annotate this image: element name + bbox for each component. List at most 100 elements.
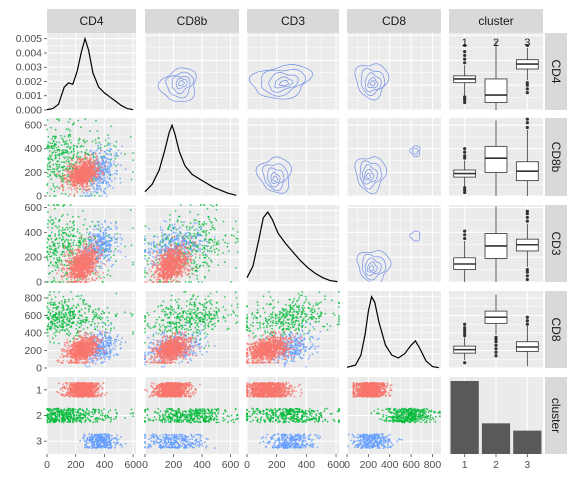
scatter-point [84,154,86,157]
scatter-point [64,174,67,177]
scatter-point [184,249,186,252]
scatter-point [170,229,173,232]
scatter-point [82,145,85,148]
scatter-point [89,225,91,228]
scatter-point [58,149,61,152]
scatter-point [169,218,171,221]
scatter-point [47,234,50,237]
scatter-point [97,144,99,147]
scatter-point [165,220,168,223]
scatter-point [104,233,107,235]
scatter-point [74,169,76,172]
scatter-point [60,137,63,140]
scatter-point [60,269,63,272]
scatter-point [209,204,212,206]
scatter-point [49,234,52,237]
scatter-point [100,195,103,197]
scatter-point [65,140,68,142]
scatter-point [90,236,92,239]
scatter-point [110,222,112,224]
scatter-point [75,156,78,159]
scatter-point [79,249,82,252]
scatter-point [177,240,180,242]
scatter-point [61,253,63,256]
scatter-point [47,147,49,150]
scatter-point [72,257,75,260]
scatter-point [69,235,71,237]
scatter-point [115,238,118,241]
scatter-point [148,268,151,271]
scatter-point [150,242,153,244]
density-line-CD4 [46,36,134,111]
scatter-point [64,272,67,275]
scatter-point [155,262,158,264]
scatter-point [74,173,76,176]
scatter-point [110,153,112,155]
scatter-point [63,169,66,172]
scatter-point [82,278,85,281]
scatter-point [79,246,81,249]
scatter-point [62,205,64,208]
panel-CD4-CD3 [246,33,339,111]
scatter-point [50,248,53,250]
scatter-point [49,195,51,197]
scatter-point [206,262,208,265]
scatter-point [77,247,80,249]
scatter-point [72,264,75,267]
scatter-point [54,143,56,145]
scatter-point [94,273,97,276]
scatter-point [185,252,188,254]
scatter-point [63,165,66,168]
scatter-point [99,146,102,149]
scatter-point [72,148,75,151]
scatter-point [55,281,57,283]
scatter-point [183,251,186,253]
scatter-point [98,275,101,278]
scatter-point [86,157,89,160]
scatter-point [82,261,85,264]
scatter-point [90,246,93,249]
scatter-point [98,176,101,178]
scatter-point [115,152,118,155]
scatter-point [54,155,57,158]
scatter-point [98,254,100,256]
scatter-point [84,264,86,267]
scatter-point [129,208,132,211]
scatter-point [200,228,203,230]
scatter-point [55,141,58,144]
scatter-point [65,281,68,283]
scatter-point [53,276,55,279]
scatter-point [58,256,61,259]
scatter-point [163,265,165,268]
scatter-point [85,149,88,151]
scatter-point [189,265,192,267]
scatter-point [71,176,74,179]
scatter-point [208,269,210,272]
outlier-point [525,91,529,95]
scatter-point [63,152,66,154]
scatter-point [222,239,225,241]
scatter-point [166,279,168,282]
scatter-point [76,179,79,182]
scatter-point [96,248,99,251]
scatter-point [109,171,111,174]
scatter-point [210,245,213,248]
scatter-point [78,239,80,242]
scatter-point [215,208,218,211]
scatter-point [105,195,108,197]
scatter-point [149,254,152,257]
scatter-point [64,141,67,144]
outlier-point [463,154,467,158]
scatter-point [192,243,194,246]
scatter-point [215,247,218,250]
scatter-point [165,247,168,249]
scatter-point [54,235,56,237]
scatter-point [103,251,106,254]
scatter-point [162,254,165,257]
scatter-point [54,154,57,157]
outlier-point [525,117,529,121]
scatter-point [89,190,92,193]
scatter-point [91,186,94,188]
scatter-point [106,273,109,276]
scatter-point [80,266,83,268]
